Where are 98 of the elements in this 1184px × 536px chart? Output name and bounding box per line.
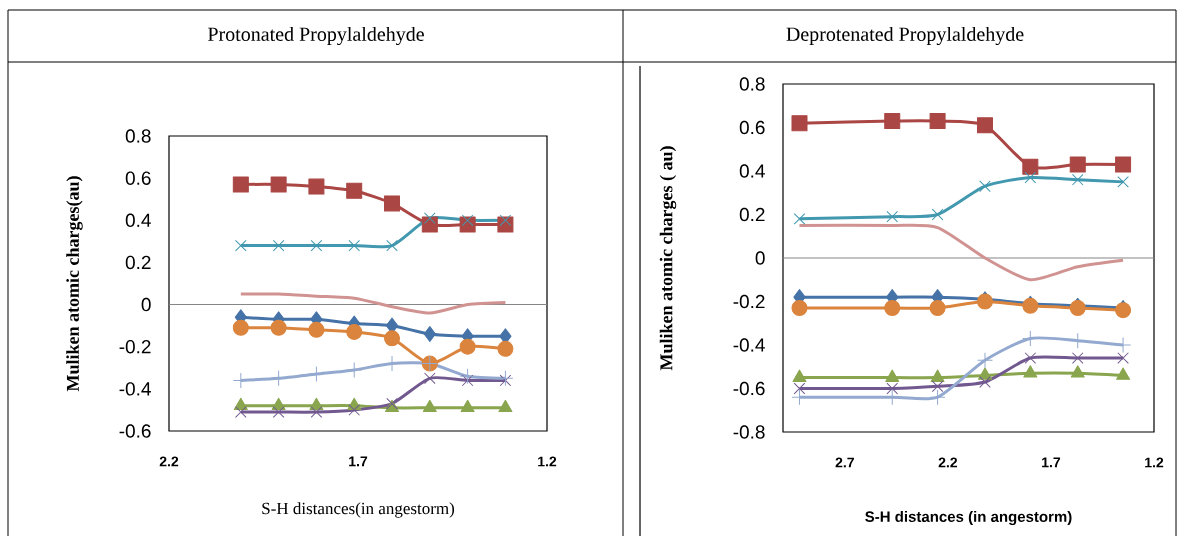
line-series [239, 292, 507, 315]
point [886, 382, 899, 395]
y-tick-label: -0.4 [119, 382, 151, 396]
y-tick-label: -0.2 [119, 339, 151, 354]
point [929, 112, 946, 129]
x-tick-label: 1.2 [1145, 457, 1164, 468]
point [310, 406, 323, 418]
y-tick-label: 0.8 [125, 129, 151, 143]
point [424, 372, 436, 385]
point [1116, 367, 1131, 380]
point [976, 352, 993, 369]
point [232, 176, 249, 193]
y-tick-label: -0.6 [119, 424, 151, 438]
point [461, 374, 474, 387]
y-tick-label: -0.6 [733, 381, 765, 396]
point [976, 117, 993, 134]
point [270, 176, 287, 193]
point [421, 216, 438, 233]
point [1115, 156, 1132, 173]
point [886, 210, 899, 223]
point [424, 212, 436, 224]
point [979, 376, 991, 388]
point [931, 208, 944, 221]
point [978, 367, 992, 380]
point [235, 406, 247, 418]
point [308, 178, 325, 195]
point [929, 300, 946, 317]
point [308, 321, 325, 338]
y-tick-label: -0.8 [733, 425, 765, 439]
point [791, 115, 808, 132]
point [885, 369, 900, 382]
point [1022, 158, 1039, 175]
point [497, 340, 514, 357]
point [460, 399, 475, 413]
x-tick-label: 2.7 [835, 457, 854, 468]
x-tick-label: 2.2 [938, 457, 958, 468]
point [884, 300, 901, 317]
y-tick-label: 0.4 [125, 213, 151, 228]
point [1024, 352, 1037, 364]
point [386, 239, 398, 252]
point [346, 182, 363, 199]
line-series [797, 223, 1125, 282]
x-tick-label: 1.2 [538, 456, 557, 467]
point [499, 374, 512, 387]
point [423, 326, 436, 343]
y-tick-label: 0.2 [739, 207, 765, 222]
point [1069, 156, 1086, 173]
x-tick-label: 2.2 [159, 456, 179, 467]
y-tick-label: 0.6 [125, 171, 151, 185]
point [459, 368, 476, 385]
x-tick-label: 1.7 [349, 456, 368, 467]
point [884, 112, 901, 129]
point [793, 382, 806, 395]
y-tick-label: 0.8 [739, 77, 765, 91]
point [384, 330, 401, 347]
point [930, 369, 945, 382]
point [1071, 173, 1084, 186]
y-tick-label: -0.2 [733, 294, 765, 309]
point [348, 404, 361, 416]
y-tick-label: 0.2 [125, 255, 151, 270]
y-tick-label: 0 [141, 297, 151, 312]
point [792, 369, 807, 382]
point [1117, 176, 1129, 188]
y-tick-label: 0.4 [739, 164, 765, 178]
point [1071, 352, 1084, 364]
point [459, 338, 476, 355]
point [384, 195, 401, 212]
point [791, 300, 808, 317]
point [1070, 365, 1085, 378]
y-axis-title: Muliken atomic charges ( au) [659, 146, 677, 371]
point [1023, 365, 1038, 378]
x-axis-title: S-H distances(in angestorm) [262, 502, 455, 518]
point [348, 239, 361, 252]
point [308, 366, 325, 383]
point [232, 319, 249, 336]
point [498, 399, 513, 413]
chart-title: Deprotenated Propylaldehyde [786, 26, 1024, 46]
point [1024, 171, 1037, 184]
point [270, 319, 287, 336]
point [235, 239, 247, 252]
point [929, 389, 946, 406]
y-tick-label: 0.6 [739, 120, 765, 135]
point [793, 213, 806, 225]
point [272, 406, 285, 418]
y-axis-title: Muliken atomic charges(au) [66, 176, 83, 392]
point [1117, 352, 1129, 364]
point [272, 239, 285, 252]
point [422, 399, 437, 413]
point [931, 380, 944, 393]
point [979, 180, 991, 193]
x-axis-title: S-H distances (in angestorm) [865, 510, 1072, 526]
y-tick-label: 0 [755, 251, 765, 265]
point [346, 361, 363, 378]
point [310, 239, 323, 252]
y-tick-label: -0.4 [733, 338, 765, 352]
chart-title: Protonated Propylaldehyde [207, 26, 424, 46]
point [346, 323, 363, 340]
x-tick-label: 1.7 [1042, 457, 1061, 468]
